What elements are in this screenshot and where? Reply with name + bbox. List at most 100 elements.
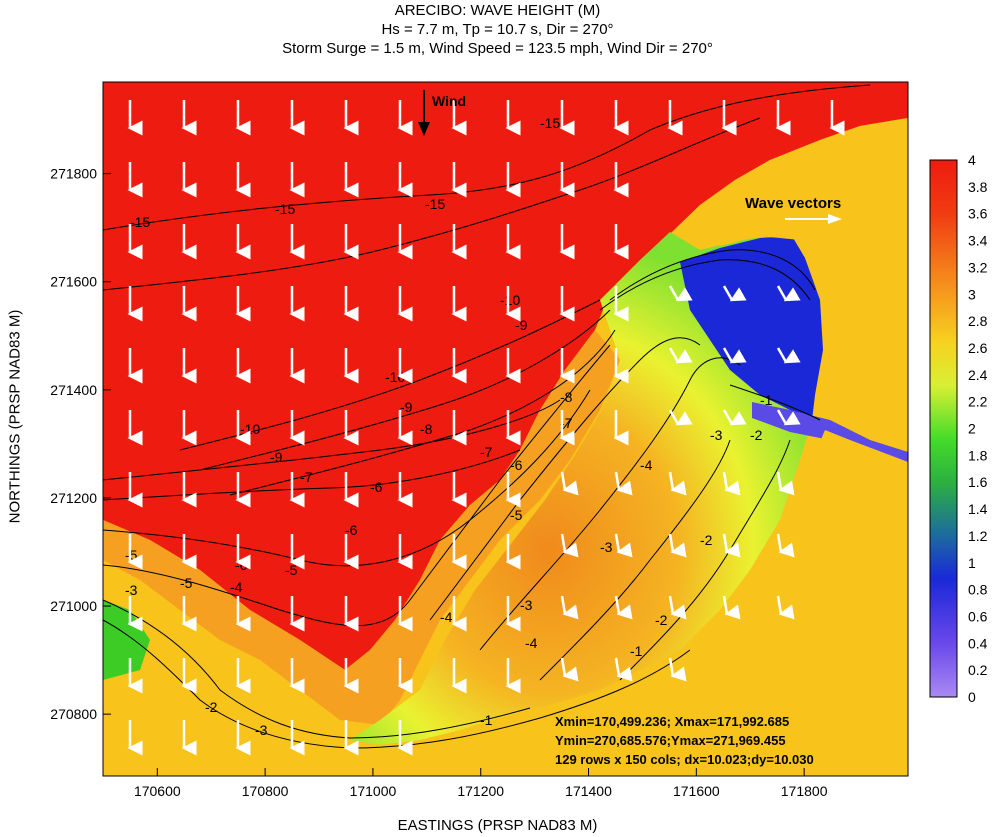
contour-label: -9 [270, 449, 283, 465]
contour-label: -9 [400, 399, 413, 415]
contour-line [103, 84, 871, 231]
contour-label: -4 [640, 457, 653, 473]
west-shore-low-waves [103, 600, 150, 680]
contour-line [539, 439, 731, 681]
contour-line [609, 249, 816, 301]
wave-vector-arrow [668, 285, 693, 302]
colorbar-tick-label: 0.8 [968, 582, 988, 598]
colorbar-tick-label: 0.2 [968, 662, 988, 678]
y-axis-ticks: 270800 271000 271200 271400 271600 271800 [50, 166, 111, 722]
contour-line [229, 329, 616, 496]
x-tick-label: 171200 [457, 783, 504, 799]
contour-label: -15 [130, 214, 150, 230]
colorbar-tick-label: 2 [968, 421, 976, 437]
contour-label: -4 [525, 635, 538, 651]
contour-labels: -15 -15 -15 -15 -10 -10 -10 -9 -9 -9 -8 … [125, 115, 773, 738]
nearshore-transition [103, 330, 620, 725]
y-tick-label: 270800 [50, 706, 97, 722]
wave-vectors-label: Wave vectors [745, 195, 841, 212]
contour-label: -2 [750, 427, 763, 443]
wave-vector-arrow [722, 471, 741, 496]
wave-vectors-arrow-head [828, 214, 842, 224]
contour-line [103, 449, 521, 501]
contour-label: -1 [480, 712, 493, 728]
contour-label: -7 [480, 444, 493, 460]
contour-label: -3 [520, 597, 533, 613]
bay-waves [350, 232, 822, 745]
wave-vector-field [127, 100, 845, 756]
contour-line [479, 357, 741, 651]
contour-label: -3 [600, 539, 613, 555]
grid-info-x: Xmin=170,499.236; Xmax=171,992.685 [555, 714, 790, 729]
colorbar-tick-label: 3.8 [968, 179, 988, 195]
contour-label: -6 [345, 522, 358, 538]
wave-vector-arrow [722, 409, 747, 426]
colorbar-tick-label: 2.6 [968, 340, 988, 356]
wave-vector-arrow [668, 657, 687, 682]
x-tick-label: 171600 [673, 783, 720, 799]
x-tick-label: 170800 [242, 783, 289, 799]
colorbar-tick-label: 0.4 [968, 635, 988, 651]
wave-vector-arrow [668, 471, 687, 496]
contour-label: -3 [710, 427, 723, 443]
colorbar-tick-label: 3.2 [968, 259, 988, 275]
colorbar-tick-label: 1.6 [968, 474, 988, 490]
colorbar-ticks: 0 0.2 0.4 0.6 0.8 1 1.2 1.4 1.6 1.8 2 2.2 2.4 2.6 2.8 3… [968, 152, 988, 705]
sheltered-low-waves [680, 236, 823, 420]
contour-label: -9 [515, 317, 528, 333]
contour-label: -15 [540, 115, 560, 131]
y-axis-title: NORTHINGS (PRSP NAD83 M) [6, 309, 24, 524]
wave-vector-arrow [614, 471, 633, 496]
wave-vector-arrow [776, 533, 795, 558]
colorbar-tick-label: 1.2 [968, 528, 988, 544]
wave-vector-arrow [776, 347, 801, 364]
contour-label: -1 [760, 392, 773, 408]
contour-label: -15 [425, 196, 445, 212]
x-tick-label: 171800 [781, 783, 828, 799]
contour-label: -6 [510, 457, 523, 473]
contour-label: -8 [420, 421, 433, 437]
contour-line [429, 337, 701, 621]
y-tick-label: 271000 [50, 598, 97, 614]
y-tick-label: 271800 [50, 166, 97, 182]
contour-line [179, 299, 601, 451]
wind-label: Wind [432, 93, 466, 109]
wave-vector-arrow [614, 533, 633, 558]
contour-label: -8 [560, 389, 573, 405]
contour-label: -10 [385, 369, 405, 385]
north-headland [672, 118, 908, 262]
contour-label: -4 [440, 609, 453, 625]
contour-label: -3 [255, 722, 268, 738]
colorbar-tick-label: 2.4 [968, 367, 988, 383]
contour-label: -5 [285, 562, 298, 578]
x-tick-label: 170600 [134, 783, 181, 799]
grid-info-y: Ymin=270,685.576;Ymax=271,969.455 [555, 733, 786, 748]
chart-subtitle-2: Storm Surge = 1.5 m, Wind Speed = 123.5 … [282, 40, 713, 57]
wave-vector-arrow [614, 657, 633, 682]
wave-vector-arrow [776, 285, 801, 302]
colorbar-tick-label: 3.6 [968, 206, 988, 222]
wind-arrow-head [418, 122, 430, 136]
x-axis-ticks: 170600 170800 171000 171200 171400 171600 1718… [134, 768, 828, 799]
wave-vector-arrow [560, 595, 579, 620]
contour-label: -7 [300, 469, 313, 485]
wave-vector-arrow [668, 409, 693, 426]
wave-vector-arrow [614, 595, 633, 620]
y-tick-label: 271400 [50, 382, 97, 398]
colorbar-tick-label: 1.8 [968, 447, 988, 463]
contour-label: -2 [700, 532, 713, 548]
chart-title: ARECIBO: WAVE HEIGHT (M) [394, 2, 601, 19]
colorbar-tick-label: 2.2 [968, 394, 988, 410]
wave-vector-arrow [722, 533, 741, 558]
wave-vector-arrow [722, 347, 747, 364]
contour-label: -2 [205, 699, 218, 715]
colorbar-tick-label: 1 [968, 555, 976, 571]
plot-frame [102, 81, 909, 777]
contour-line [103, 399, 561, 481]
x-tick-label: 171000 [350, 783, 397, 799]
colorbar-tick-label: 2.8 [968, 313, 988, 329]
wave-vector-arrow [560, 471, 579, 496]
contour-line [103, 117, 761, 291]
contour-label: -6 [370, 479, 383, 495]
x-axis-title: EASTINGS (PRSP NAD83 M) [397, 817, 598, 834]
